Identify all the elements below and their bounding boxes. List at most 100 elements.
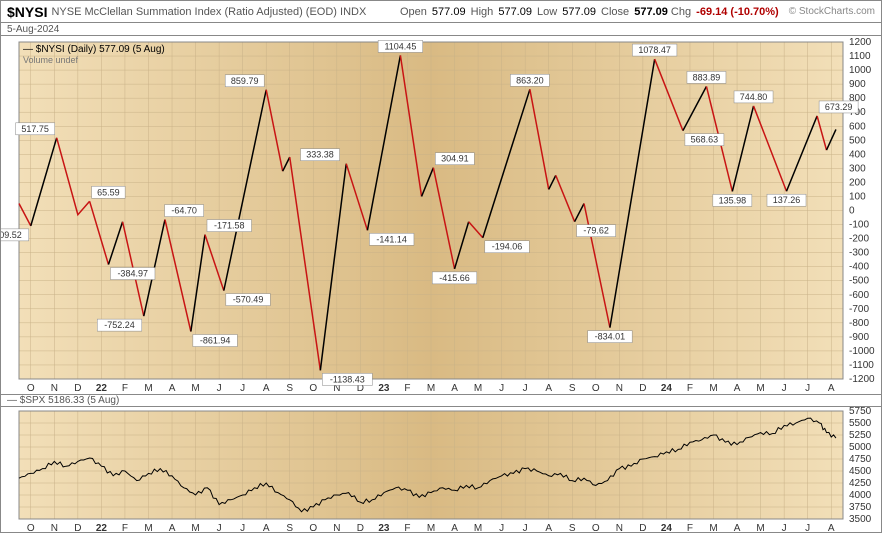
svg-text:1200: 1200 [849,37,872,48]
svg-text:1000: 1000 [849,65,872,76]
chart-header: $NYSI NYSE McClellan Summation Index (Ra… [1,1,881,23]
svg-text:M: M [191,523,199,533]
svg-text:-570.49: -570.49 [233,295,264,305]
svg-text:M: M [474,523,482,533]
svg-text:-141.14: -141.14 [376,234,407,244]
svg-text:517.75: 517.75 [21,124,49,134]
svg-text:S: S [569,383,576,394]
svg-text:A: A [169,523,176,533]
svg-text:5500: 5500 [849,418,872,429]
svg-text:A: A [734,383,741,394]
svg-text:1104.45: 1104.45 [384,41,416,51]
svg-text:J: J [523,523,528,533]
svg-text:-100: -100 [849,220,869,231]
svg-text:N: N [616,383,623,394]
svg-text:-400: -400 [849,262,869,273]
svg-text:-834.01: -834.01 [595,332,626,342]
svg-text:O: O [592,523,600,533]
svg-text:J: J [240,383,245,394]
date-row: 5-Aug-2024 [1,23,881,36]
svg-text:A: A [451,383,458,394]
svg-text:-1138.43: -1138.43 [330,374,365,384]
svg-text:-300: -300 [849,248,869,259]
svg-text:M: M [709,383,717,394]
svg-text:-64.70: -64.70 [171,206,197,216]
svg-text:A: A [263,383,270,394]
svg-text:J: J [782,523,787,533]
svg-text:4750: 4750 [849,454,872,465]
svg-text:O: O [309,383,317,394]
svg-text:N: N [616,523,623,533]
svg-text:A: A [828,383,835,394]
svg-text:O: O [27,383,35,394]
svg-text:J: J [217,383,222,394]
svg-text:J: J [805,383,810,394]
svg-text:F: F [122,523,128,533]
svg-text:F: F [687,383,693,394]
svg-text:N: N [51,523,58,533]
svg-text:673.29: 673.29 [825,102,853,112]
svg-text:D: D [74,383,81,394]
svg-text:-109.52: -109.52 [1,230,22,240]
sub-legend-row: — $SPX 5186.33 (5 Aug) [1,394,881,407]
svg-text:J: J [217,523,222,533]
svg-text:-1000: -1000 [849,346,875,357]
svg-text:24: 24 [661,383,673,394]
svg-text:333.38: 333.38 [306,150,334,160]
svg-text:200: 200 [849,177,866,188]
svg-text:3500: 3500 [849,514,872,525]
svg-text:M: M [709,523,717,533]
svg-text:304.91: 304.91 [441,154,469,164]
svg-text:0: 0 [849,206,855,217]
svg-text:5250: 5250 [849,430,872,441]
svg-text:M: M [427,523,435,533]
svg-text:-800: -800 [849,318,869,329]
svg-text:5000: 5000 [849,442,872,453]
svg-text:4250: 4250 [849,478,872,489]
svg-text:859.79: 859.79 [231,76,259,86]
svg-text:— $NYSI (Daily) 577.09 (5 Aug): — $NYSI (Daily) 577.09 (5 Aug) [23,44,165,55]
svg-text:J: J [240,523,245,533]
svg-text:300: 300 [849,163,866,174]
svg-text:-900: -900 [849,332,869,343]
svg-text:500: 500 [849,135,866,146]
svg-text:-200: -200 [849,234,869,245]
svg-text:A: A [263,523,270,533]
svg-text:65.59: 65.59 [97,187,120,197]
svg-text:M: M [191,383,199,394]
svg-text:-600: -600 [849,290,869,301]
svg-text:5750: 5750 [849,407,872,417]
svg-text:-1200: -1200 [849,374,875,385]
svg-text:S: S [569,523,576,533]
svg-text:J: J [523,383,528,394]
svg-text:-700: -700 [849,304,869,315]
ohlc-block: Open 577.09 High 577.09 Low 577.09 Close… [400,6,781,18]
credit: © StockCharts.com [789,6,875,17]
svg-text:-194.06: -194.06 [492,242,523,252]
svg-text:S: S [286,383,293,394]
svg-text:A: A [734,523,741,533]
svg-text:744.80: 744.80 [740,92,768,102]
svg-text:A: A [169,383,176,394]
svg-text:4000: 4000 [849,490,872,501]
svg-text:A: A [545,383,552,394]
svg-text:23: 23 [378,523,390,533]
svg-text:F: F [122,383,128,394]
svg-text:M: M [427,383,435,394]
svg-text:N: N [333,523,340,533]
svg-text:-1100: -1100 [849,360,874,371]
svg-text:J: J [805,523,810,533]
svg-text:M: M [756,383,764,394]
svg-text:900: 900 [849,79,866,90]
svg-text:O: O [27,523,35,533]
svg-text:400: 400 [849,149,866,160]
sub-chart[interactable]: 3500375040004250450047505000525055005750… [1,407,881,533]
main-chart[interactable]: -1200-1100-1000-900-800-700-600-500-400-… [1,36,881,394]
svg-text:J: J [499,523,504,533]
svg-text:23: 23 [378,383,390,394]
svg-text:M: M [474,383,482,394]
svg-text:22: 22 [96,523,108,533]
description: NYSE McClellan Summation Index (Ratio Ad… [51,6,366,18]
svg-text:-861.94: -861.94 [200,336,231,346]
svg-text:D: D [639,383,646,394]
